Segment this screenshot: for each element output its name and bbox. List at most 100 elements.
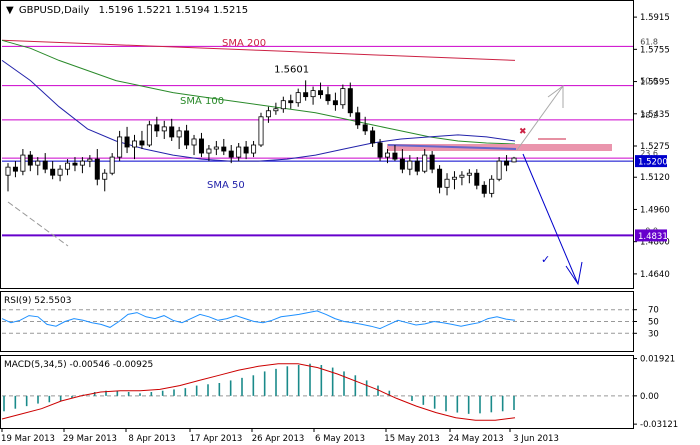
macd-signal-line: [1, 363, 516, 421]
candle-body: [511, 157, 517, 163]
rsi-lines: [1, 309, 633, 334]
candle-15: [117, 130, 123, 162]
candle-body: [198, 138, 204, 154]
price-tick-label-1: 1.5755: [640, 45, 670, 55]
candle-body: [451, 176, 457, 180]
candle-21: [161, 120, 167, 139]
cross-mark: ✖: [519, 127, 527, 137]
fib-label-1: 50.0: [640, 77, 658, 86]
candle-body: [504, 160, 510, 166]
candle-56: [422, 149, 428, 174]
candle-body: [12, 166, 18, 172]
candle-33: [251, 140, 257, 158]
fib-label-2: 38.2: [640, 111, 658, 120]
candle-body: [109, 156, 115, 174]
candle-body: [221, 146, 227, 152]
candle-54: [407, 155, 413, 176]
candle-14: [109, 153, 115, 176]
candle-65: [489, 175, 495, 198]
candle-20: [154, 116, 160, 137]
date-tick-label-7: 24 May 2013: [448, 434, 503, 444]
candle-body: [139, 140, 145, 146]
candle-16: [124, 126, 130, 154]
bearish-arrow-line: [522, 153, 579, 285]
candle-body: [422, 154, 428, 172]
candle-body: [288, 100, 294, 104]
candle-body: [161, 126, 167, 132]
candle-43: [325, 86, 331, 105]
candle-body: [57, 168, 63, 176]
candle-body: [347, 88, 353, 114]
candle-66: [496, 157, 502, 182]
symbol-label: GBPUSD,Daily: [19, 5, 90, 16]
candle-47: [355, 106, 361, 129]
candle-55: [414, 157, 420, 176]
candle-body: [325, 94, 331, 102]
price-tick-label-5: 1.5120: [640, 173, 670, 183]
candle-body: [444, 178, 450, 188]
candle-body: [474, 172, 480, 186]
candle-body: [131, 140, 137, 148]
candle-body: [50, 168, 56, 176]
candle-8: [65, 159, 71, 176]
date-tick-label-3: 17 Apr 2013: [190, 434, 243, 444]
candle-body: [384, 152, 390, 158]
candle-9: [72, 157, 78, 172]
fib-label-0: 61.8: [640, 37, 658, 46]
candle-44: [332, 92, 338, 111]
rsi-tick-label-2: 30: [648, 329, 659, 339]
rsi-label: RSI(9) 52.5503: [4, 296, 71, 306]
bullish-arrow-line: [516, 85, 564, 151]
price-tick-label-6: 1.4960: [640, 205, 670, 215]
candle-3: [27, 151, 33, 172]
current-price-box: [635, 155, 667, 168]
moving-averages: SMA 200 SMA 100 SMA 50: [1, 38, 516, 191]
date-tick-label-1: 29 Mar 2013: [63, 434, 117, 444]
candle-body: [94, 158, 100, 180]
candle-body: [399, 158, 405, 170]
candle-body: [370, 130, 376, 144]
candle-12: [94, 149, 100, 186]
bullish-arrow-head: [547, 85, 564, 108]
candle-36: [273, 102, 279, 115]
candle-body: [65, 162, 71, 170]
current-price-label: 1.5200: [638, 158, 668, 168]
price-axis: 1.5915 1.5755 1.5595 1.5435 1.5275 1.5120 1.49…: [633, 13, 670, 280]
candle-4: [35, 157, 41, 176]
candle-45: [340, 84, 346, 109]
bearish-arrow-head: [565, 261, 583, 286]
candle-29: [221, 138, 227, 156]
date-tick-label-6: 15 May 2013: [384, 434, 439, 444]
candle-37: [280, 96, 286, 113]
candle-1: [12, 161, 18, 178]
price-tick-label-4: 1.5275: [640, 142, 670, 152]
date-tick-label-8: 3 Jun 2013: [513, 434, 559, 444]
candle-body: [407, 160, 413, 170]
candle-46: [347, 82, 353, 117]
candle-7: [57, 165, 63, 182]
candle-body: [206, 148, 212, 154]
macd-axis: 0.01921 0.00 -0.03121: [633, 355, 678, 430]
date-tick-label-4: 26 Apr 2013: [252, 434, 305, 444]
candle-body: [481, 184, 487, 194]
candle-22: [169, 118, 175, 141]
candle-63: [474, 169, 480, 190]
candle-body: [362, 124, 368, 132]
candle-49: [370, 126, 376, 148]
candle-19: [146, 120, 152, 148]
candle-18: [139, 130, 145, 150]
candle-body: [340, 88, 346, 106]
candle-body: [377, 142, 383, 158]
date-axis: 19 Mar 2013 29 Mar 2013 8 Apr 2013 17 Apr 2…: [1, 428, 559, 444]
candle-60: [451, 171, 457, 190]
fib-label-3: 23.6: [640, 149, 658, 158]
candle-32: [243, 140, 249, 160]
sma200-line: [1, 39, 516, 61]
candle-30: [228, 145, 234, 164]
macd-lines: [1, 363, 633, 421]
candle-body: [228, 150, 234, 158]
candle-26: [198, 132, 204, 158]
candle-10: [79, 157, 85, 174]
candle-6: [50, 161, 56, 180]
